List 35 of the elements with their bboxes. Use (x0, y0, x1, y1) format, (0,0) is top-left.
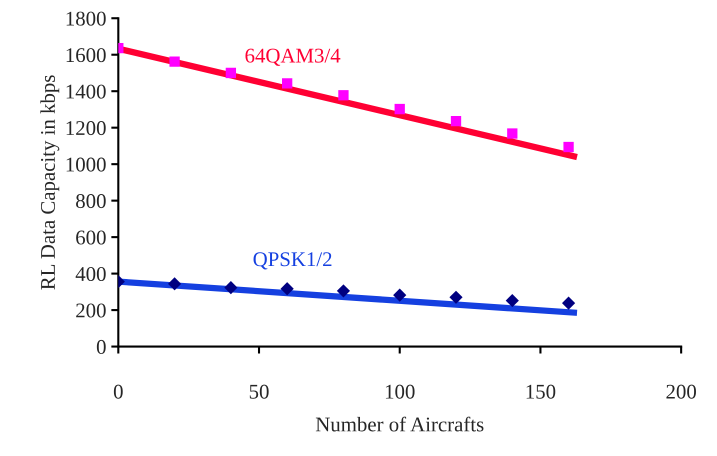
x-tick-label: 100 (386, 384, 415, 399)
point (168, 277, 182, 290)
x-tick-label: 50 (250, 384, 269, 399)
point (336, 284, 350, 298)
point (450, 116, 462, 126)
point (224, 281, 238, 294)
point (282, 78, 292, 89)
y-tick-label: 0 (96, 340, 106, 354)
point (562, 296, 576, 310)
series-label: QPSK1/2 (254, 252, 332, 270)
point (169, 56, 180, 67)
x-tick-label: 200 (666, 384, 696, 399)
point (449, 290, 463, 304)
point (506, 294, 519, 308)
point (280, 282, 294, 296)
series-label: 64QAM3/4 (245, 48, 340, 66)
point (507, 128, 518, 139)
y-axis-title: RL Data Capacity in kbps (40, 75, 60, 290)
point (226, 68, 236, 78)
y-tick-label: 1200 (66, 121, 106, 136)
x-tick-label: 0 (114, 384, 123, 399)
y-tick-label: 1400 (66, 84, 106, 99)
y-tick-label: 1600 (66, 48, 106, 62)
x-axis-title: Number of Aircrafts (316, 416, 484, 432)
y-tick-label: 1800 (66, 12, 106, 26)
y-tick-label: 800 (76, 194, 106, 208)
y-tick-label: 600 (76, 230, 106, 245)
y-tick-label: 200 (76, 303, 106, 318)
x-tick-label: 150 (526, 384, 556, 399)
point (338, 90, 349, 100)
y-tick-label: 400 (76, 266, 106, 282)
point (563, 142, 574, 152)
point (393, 288, 406, 302)
point (394, 104, 405, 114)
y-tick-label: 1000 (66, 158, 106, 172)
